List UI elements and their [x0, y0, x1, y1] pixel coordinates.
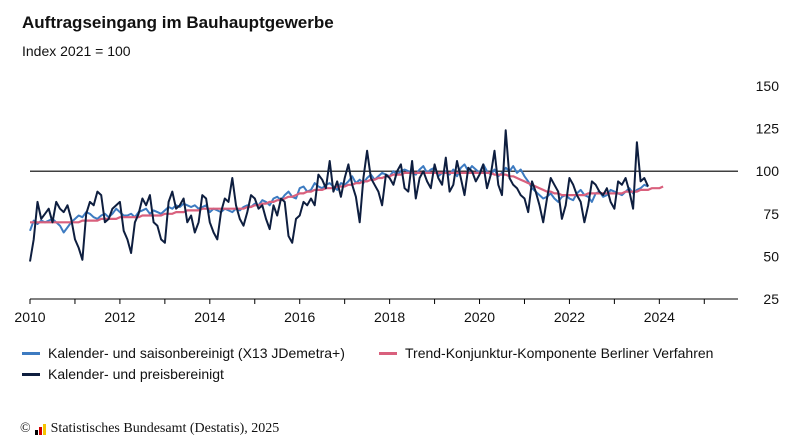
x-tick-label: 2016 [284, 309, 315, 325]
legend-swatch-trend [379, 351, 397, 355]
x-tick-label: 2010 [14, 309, 45, 325]
chart-title: Auftragseingang im Bauhauptgewerbe [22, 13, 334, 32]
x-tick-label: 2020 [464, 309, 495, 325]
legend-swatch-price [22, 372, 40, 376]
y-tick-label: 25 [763, 291, 779, 307]
source-note: © Statistisches Bundesamt (Destatis), 20… [20, 421, 279, 437]
chart-subtitle: Index 2021 = 100 [22, 43, 131, 59]
x-tick-label: 2012 [104, 309, 135, 325]
source-text: Statistisches Bundesamt (Destatis), 2025 [50, 421, 280, 436]
y-tick-label: 125 [756, 121, 780, 137]
y-tick-label: 50 [763, 248, 779, 264]
legend-item-trend: Trend-Konjunktur-Komponente Berliner Ver… [379, 345, 713, 361]
x-tick-label: 2022 [554, 309, 585, 325]
legend-item-price: Kalender- und preisbereinigt [22, 366, 224, 382]
legend-label-trend: Trend-Konjunktur-Komponente Berliner Ver… [405, 345, 714, 361]
x-tick-label: 2018 [374, 309, 405, 325]
legend-swatch-seasonal [22, 351, 40, 355]
destatis-logo-icon [34, 423, 47, 435]
legend-label-price: Kalender- und preisbereinigt [48, 366, 224, 382]
y-tick-label: 75 [763, 206, 779, 222]
legend-label-seasonal: Kalender- und saisonbereinigt (X13 JDeme… [48, 345, 345, 361]
y-tick-label: 150 [756, 78, 780, 94]
x-tick-label: 2014 [194, 309, 225, 325]
copyright-symbol: © [20, 421, 31, 436]
y-tick-label: 100 [756, 163, 780, 179]
x-tick-label: 2024 [644, 309, 675, 325]
series-line-price [29, 129, 650, 262]
legend-item-seasonal: Kalender- und saisonbereinigt (X13 JDeme… [22, 345, 345, 361]
